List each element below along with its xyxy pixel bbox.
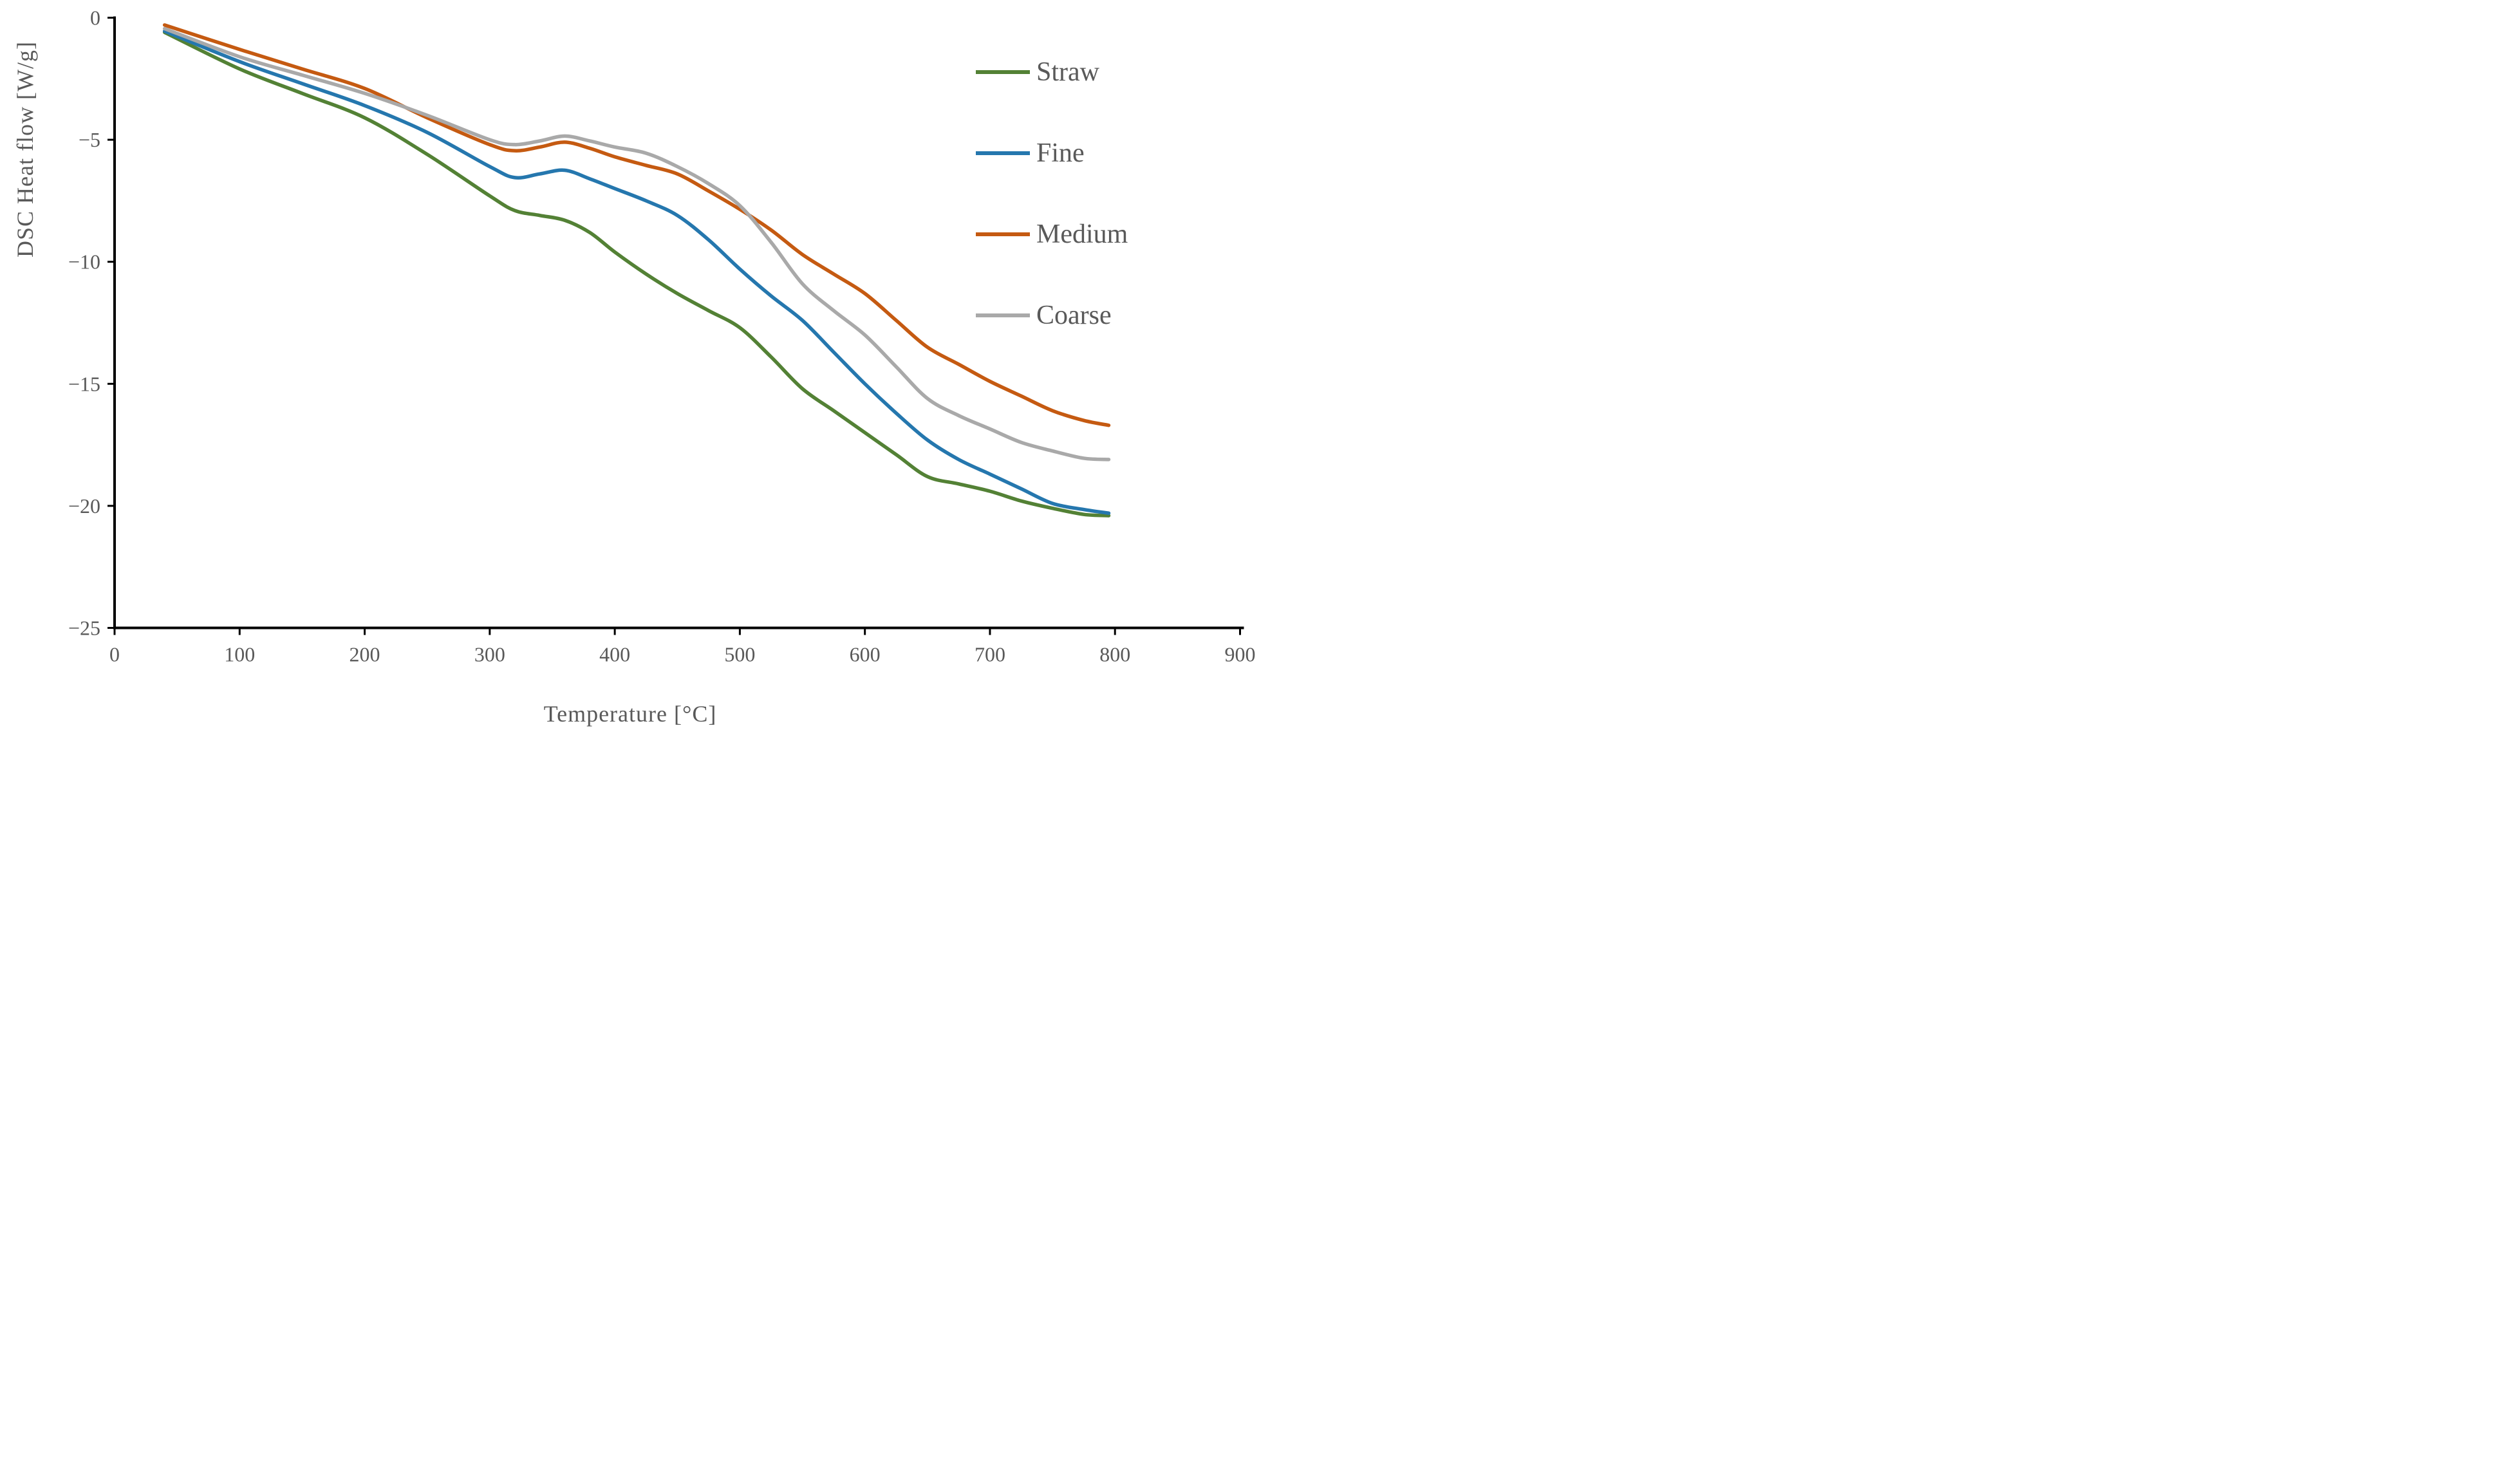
dsc-heat-flow-figure: 0 100 200 300 400 500 600 700 800 900 0 −5 −10 −15 −20… <box>0 0 1260 742</box>
legend-swatch-straw <box>976 70 1030 74</box>
legend-swatch-coarse <box>976 313 1030 317</box>
y-tick-label: −15 <box>68 372 100 395</box>
x-tick-label: 200 <box>350 643 380 666</box>
x-tick-label: 500 <box>724 643 755 666</box>
y-tick-label: −5 <box>79 128 100 151</box>
x-tick-label: 100 <box>224 643 255 666</box>
x-tick-label: 0 <box>109 643 120 666</box>
x-tick-label: 700 <box>975 643 1005 666</box>
series-line-straw <box>162 30 1111 518</box>
x-tick-label: 600 <box>850 643 881 666</box>
x-tick-label: 400 <box>599 643 630 666</box>
chart-svg: 0 100 200 300 400 500 600 700 800 900 0 −5 −10 −15 −20… <box>68 6 1256 666</box>
series-line-coarse <box>162 26 1111 462</box>
chart-canvas: 0 100 200 300 400 500 600 700 800 900 0 −5 −10 −15 −20… <box>0 0 1260 742</box>
x-tick-label: 900 <box>1225 643 1256 666</box>
y-tick-label: 0 <box>90 6 100 30</box>
y-tick-label: −25 <box>68 617 100 640</box>
legend-swatch-medium <box>976 232 1030 236</box>
y-tick-label: −10 <box>68 250 100 274</box>
x-tick-label: 300 <box>474 643 505 666</box>
x-tick-label: 800 <box>1099 643 1130 666</box>
legend-swatch-fine <box>976 151 1030 155</box>
series-line-fine <box>162 29 1111 516</box>
x-axis-title: Temperature [°C] <box>543 701 717 727</box>
y-tick-label: −20 <box>68 494 100 518</box>
y-axis-title: DSC Heat flow [W/g] <box>12 41 38 257</box>
